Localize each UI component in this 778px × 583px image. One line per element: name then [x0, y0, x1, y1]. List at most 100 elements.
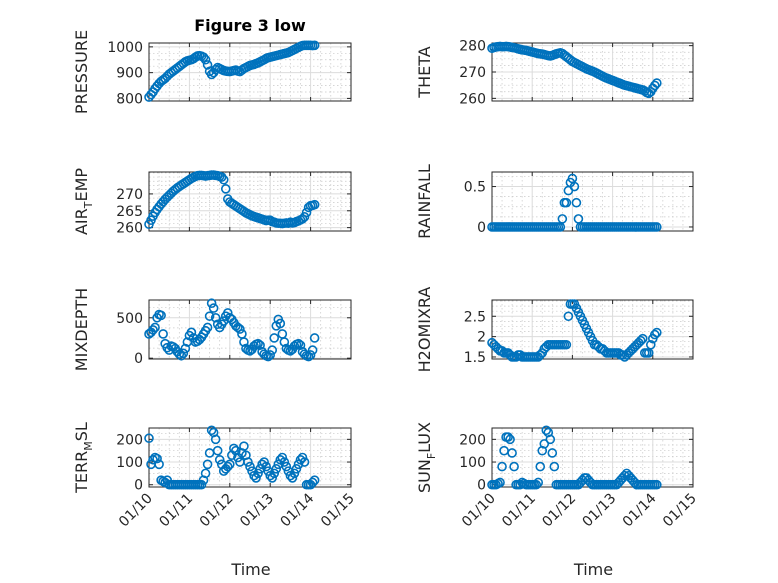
data-point: [637, 333, 648, 344]
y-label-main: TERR: [72, 451, 91, 494]
y-label-tail: SL: [72, 422, 91, 441]
data-point: [539, 439, 550, 449]
data-point: [305, 350, 316, 360]
data-point: [275, 318, 286, 329]
series-terr_msl: [144, 425, 320, 490]
data-point: [154, 459, 164, 470]
data-point: [212, 445, 223, 456]
data-point: [301, 207, 312, 218]
data-point: [297, 452, 308, 463]
data-point: [563, 311, 574, 322]
y-tick-label: 0.5: [464, 180, 486, 196]
x-tick-label: 01/13: [237, 491, 277, 531]
data-point: [652, 479, 662, 490]
y-label-main: PRESSURE: [72, 30, 91, 114]
data-point: [206, 298, 217, 309]
data-point: [547, 448, 558, 458]
y-tick-label: 200: [459, 432, 486, 448]
data-point: [210, 434, 221, 445]
y-label-main: THETA: [415, 46, 434, 98]
y-axis-label: MIXDEPTH: [72, 288, 91, 371]
data-point: [178, 348, 189, 359]
series-rainfall: [487, 173, 662, 232]
data-point: [225, 459, 235, 470]
data-point: [261, 461, 271, 472]
y-tick-label: 500: [116, 311, 143, 327]
data-point: [239, 441, 249, 451]
x-tick-label: 01/15: [660, 491, 700, 531]
data-point: [208, 303, 219, 313]
data-point: [545, 434, 556, 445]
data-point: [533, 477, 544, 488]
data-point: [214, 454, 225, 465]
y-axis-label: PRESSURE: [72, 30, 91, 114]
y-label-main: SUN: [415, 459, 434, 493]
x-tick-label: 01/12: [197, 491, 237, 531]
series-theta: [487, 41, 662, 99]
data-point: [505, 434, 515, 445]
data-point: [216, 172, 227, 182]
data-point: [645, 339, 656, 350]
axes-theta: 260 270 280 THETA: [415, 39, 694, 107]
data-point: [652, 327, 662, 338]
data-point: [535, 461, 546, 472]
data-point: [569, 181, 580, 192]
data-point: [503, 432, 513, 442]
data-point: [251, 473, 261, 483]
data-point: [295, 340, 306, 351]
x-tick-label: 01/14: [620, 490, 660, 530]
data-point: [150, 322, 160, 333]
data-point: [222, 461, 233, 472]
data-point: [619, 470, 630, 481]
axes-mixdepth: 0 500 MIXDEPTH: [72, 288, 352, 371]
data-point: [202, 60, 213, 70]
chart-title: Figure 3 low: [194, 16, 306, 35]
y-tick-label: 260: [116, 221, 143, 237]
x-tick-label: 01/15: [318, 491, 358, 531]
data-point: [531, 479, 542, 490]
data-point: [206, 425, 217, 436]
y-label-subscript: M: [82, 441, 95, 451]
data-point: [571, 197, 582, 208]
series-mixdepth: [144, 298, 320, 362]
series-h2omixra: [487, 299, 662, 362]
y-tick-label: 1.5: [464, 350, 486, 366]
y-label-main: RAINFALL: [415, 164, 434, 239]
data-point: [277, 452, 288, 463]
axes-frame: [148, 42, 352, 102]
y-tick-label: 100: [116, 455, 143, 471]
data-point: [218, 174, 229, 185]
data-point: [617, 350, 628, 360]
data-point: [156, 310, 166, 321]
data-point: [281, 461, 292, 472]
data-point: [267, 345, 278, 355]
y-tick-label: 260: [459, 91, 486, 107]
x-tick-label: 01/12: [539, 491, 579, 531]
data-point: [253, 468, 263, 479]
data-point: [561, 197, 572, 208]
y-tick-label: 2: [477, 330, 486, 346]
data-point: [220, 184, 231, 194]
y-tick-label: 800: [116, 91, 143, 107]
data-point: [198, 52, 209, 62]
data-point: [289, 468, 300, 479]
data-point: [202, 322, 213, 333]
axes-frame: [148, 171, 352, 232]
data-point: [495, 477, 505, 488]
y-label-tail: EMP: [72, 168, 91, 202]
data-point: [269, 468, 280, 479]
data-point: [271, 464, 282, 474]
data-point: [200, 54, 211, 65]
y-tick-label: 0: [477, 220, 486, 236]
data-point: [287, 473, 298, 483]
data-point: [299, 212, 310, 222]
axes-pressure: 800 900 1000 PRESSURE Figure 3 low: [72, 16, 352, 114]
data-point: [243, 457, 253, 467]
data-point: [200, 468, 211, 479]
data-point: [267, 473, 278, 483]
data-point: [309, 40, 320, 51]
y-tick-label: 100: [459, 455, 486, 471]
data-point: [307, 477, 318, 488]
y-axis-label: SUNFLUX: [415, 422, 438, 493]
data-point: [509, 461, 519, 472]
